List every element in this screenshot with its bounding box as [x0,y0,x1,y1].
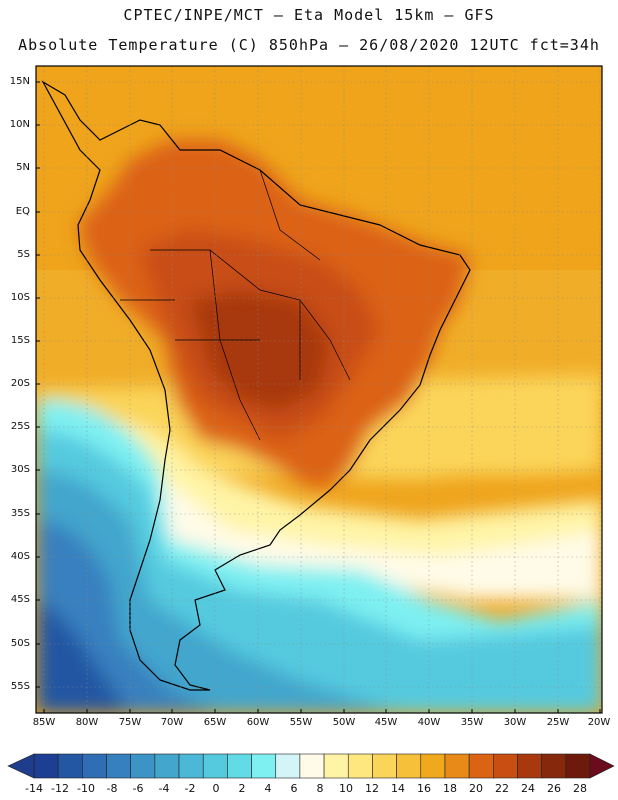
colorbar-box [57,753,83,779]
map-title-line1: CPTEC/INPE/MCT – Eta Model 15km – GFS [123,6,495,24]
map-title-line2: Absolute Temperature (C) 850hPa – 26/08/… [18,36,600,54]
lat-label: 45S [10,594,30,605]
temperature-land-hottest [190,290,330,410]
colorbar-label: 6 [290,782,298,795]
colorbar-high-arrow [589,753,615,779]
lat-label: 5N [16,162,30,173]
colorbar-label: 24 [521,782,535,795]
lat-label: 10S [10,292,30,303]
lat-label: 20S [10,378,30,389]
colorbar-label: 18 [443,782,457,795]
lon-label: 65W [203,717,227,728]
lat-label: 35S [10,508,30,519]
colorbar-box [106,753,131,779]
temperature-band-dark-blue [36,600,130,713]
colorbar-label: 14 [391,782,405,795]
colorbar-box [347,753,373,779]
colorbar-box [492,753,518,779]
map-frame [35,65,603,714]
colorbar-box [154,753,180,779]
colorbar-low-arrow [7,753,35,779]
lat-label: 40S [10,551,30,562]
colorbar-box [82,753,107,779]
colorbar-box [275,753,301,779]
lon-label: 85W [32,717,56,728]
colorbar-label: 12 [365,782,379,795]
colorbar-label: 4 [264,782,272,795]
colorbar-box [565,753,591,779]
colorbar-box [299,753,325,779]
colorbar-label: 2 [238,782,246,795]
country-borders [120,169,351,441]
colorbar-label: -12 [51,782,69,795]
lat-label: 15S [10,335,30,346]
lat-label: 5S [17,249,30,260]
colorbar-label: 20 [469,782,483,795]
lon-label: 45W [374,717,398,728]
colorbar-box [420,753,446,779]
lat-label: 15N [9,76,30,87]
colorbar-label: 28 [573,782,587,795]
colorbar-label: -8 [106,782,118,795]
lon-label: 30W [503,717,527,728]
lon-label: 80W [75,717,99,728]
colorbar-label: -2 [184,782,196,795]
colorbar-box [541,753,567,779]
colorbar-label: 26 [547,782,561,795]
colorbar-box [227,753,252,779]
lon-label: 75W [118,717,142,728]
south-america-outline [41,80,471,691]
colorbar-box [251,753,277,779]
colorbar-box [130,753,156,779]
colorbar-label: -4 [158,782,170,795]
colorbar-boxes [33,753,591,779]
lon-label: 60W [246,717,270,728]
colorbar-label: 16 [417,782,431,795]
lat-label: 25S [10,421,30,432]
axis-ticks [36,81,601,713]
colorbar-box [468,753,494,779]
lon-label: 70W [160,717,184,728]
lat-label: EQ [15,206,30,217]
lon-label: 25W [546,717,570,728]
colorbar-box [178,753,204,779]
colorbar-label: -6 [132,782,144,795]
lon-label: 40W [417,717,441,728]
lat-label: 30S [10,464,30,475]
colorbar-box [202,753,228,779]
lon-label: 50W [332,717,356,728]
colorbar-label: 10 [339,782,353,795]
colorbar-label: -10 [77,782,95,795]
colorbar-box [323,753,349,779]
colorbar-label: 8 [316,782,324,795]
lat-label: 55S [10,681,30,692]
colorbar-label: 22 [495,782,509,795]
lon-label: 55W [289,717,313,728]
colorbar-box [372,753,397,779]
colorbar-label: -14 [25,782,43,795]
colorbar-box [517,753,542,779]
lat-label: 50S [10,638,30,649]
colorbar-box [33,753,59,779]
colorbar-box [396,753,422,779]
colorbar-box [444,753,470,779]
lon-label: 20W [587,717,611,728]
lon-label: 35W [460,717,484,728]
lat-label: 10N [9,119,30,130]
colorbar-label: 0 [212,782,220,795]
